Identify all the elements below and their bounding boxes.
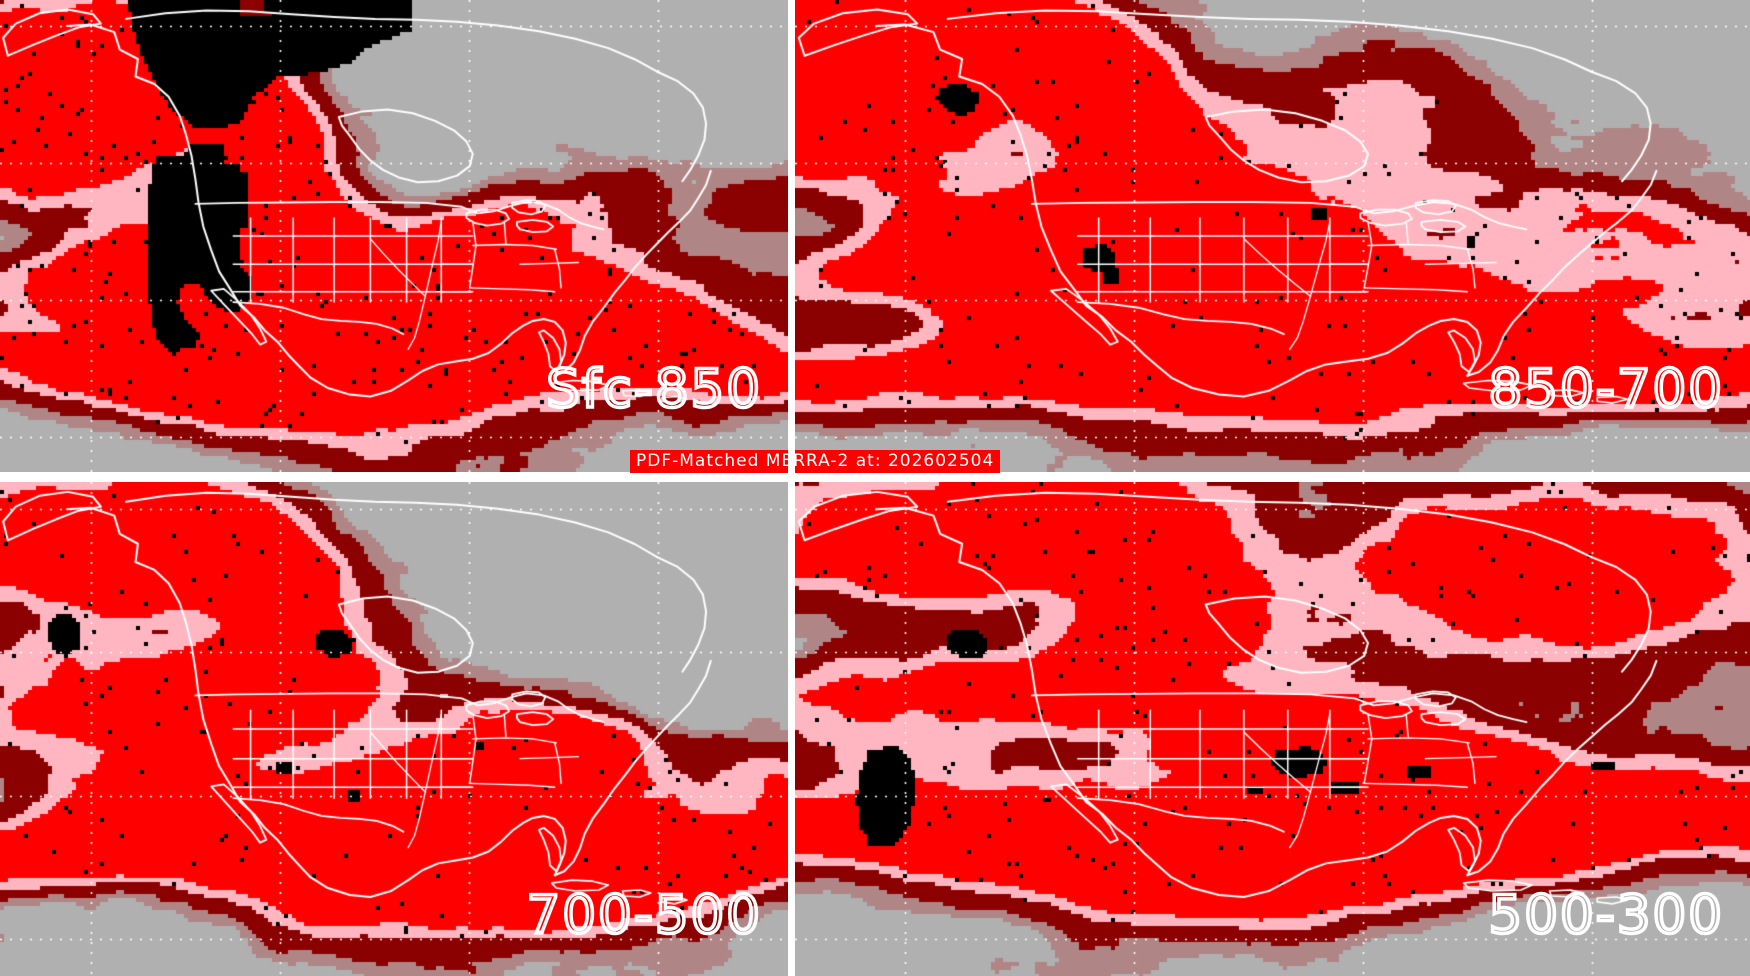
panel-divider-vertical-overlap xyxy=(788,450,795,473)
map-canvas-700-500 xyxy=(0,482,788,976)
map-panel-sfc-850[interactable]: Sfc-850 xyxy=(0,0,788,472)
title-banner: PDF-Matched MERRA-2 at: 202602504 xyxy=(630,450,1001,473)
map-panel-700-500[interactable]: 700-500 xyxy=(0,482,788,976)
map-panel-500-300[interactable]: 500-300 xyxy=(795,482,1750,976)
panel-divider-horizontal xyxy=(0,472,1750,482)
map-canvas-sfc-850 xyxy=(0,0,788,472)
map-canvas-500-300 xyxy=(795,482,1750,976)
panel-divider-vertical xyxy=(788,0,795,976)
title-banner-text: PDF-Matched MERRA-2 at: 202602504 xyxy=(636,451,995,471)
map-canvas-850-700 xyxy=(795,0,1750,472)
map-panel-850-700[interactable]: 850-700 xyxy=(795,0,1750,472)
